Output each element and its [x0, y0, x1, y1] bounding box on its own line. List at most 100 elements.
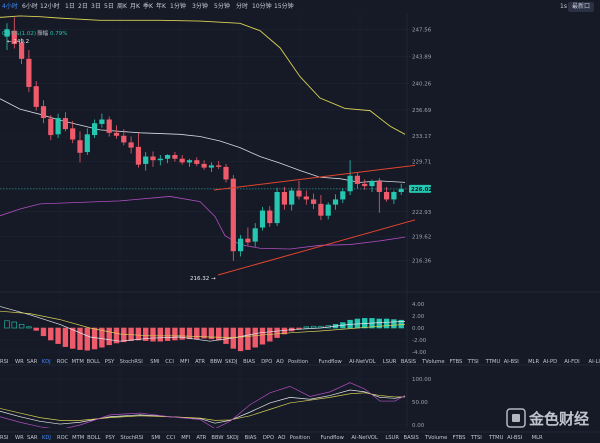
indicator-tab-mtm[interactable]: MTM: [72, 359, 84, 365]
indicator-tab-psy[interactable]: PSY: [105, 359, 115, 365]
indicator-tab-sar[interactable]: SAR: [27, 435, 38, 441]
indicator-tab-wr[interactable]: WR: [15, 359, 24, 365]
interval-1[interactable]: 4小时: [2, 3, 18, 10]
indicator-tab-ao[interactable]: AO: [276, 359, 284, 365]
indicator-tab-cci[interactable]: CCI: [165, 359, 174, 365]
candle[interactable]: [303, 190, 309, 205]
indicator-tab-sar[interactable]: SAR: [27, 359, 38, 365]
indicator-tab-skdj[interactable]: SKDJ: [226, 435, 239, 441]
candlestick-pane[interactable]: [0, 15, 436, 276]
candle[interactable]: [223, 163, 229, 183]
indicator-tab-lsur[interactable]: LSUR: [385, 435, 399, 441]
candle[interactable]: [252, 223, 258, 247]
indicator-tab-ai-li[interactable]: AI-LI: [589, 359, 600, 365]
candle[interactable]: [354, 172, 360, 189]
candle[interactable]: [143, 152, 149, 171]
candle[interactable]: [216, 160, 222, 170]
interval-5[interactable]: 2日: [78, 3, 88, 10]
indicator-tab-ftbs[interactable]: FTBS: [450, 359, 463, 365]
interval-9[interactable]: 月K: [130, 3, 140, 10]
candle[interactable]: [325, 202, 331, 220]
indicator-tab-stochrsi[interactable]: StochRSI: [120, 359, 144, 365]
candle[interactable]: [274, 187, 280, 227]
indicator-tab-ftbs[interactable]: FTBS: [453, 435, 466, 441]
candle[interactable]: [172, 152, 178, 162]
indicator-tab-ai-fdi[interactable]: AI-FDI: [564, 359, 580, 365]
kdj-pane[interactable]: [0, 378, 407, 430]
interval-2[interactable]: 6小时: [22, 3, 38, 10]
candle[interactable]: [128, 136, 134, 154]
indicator-tab-mlr[interactable]: MLR: [532, 435, 543, 441]
indicator-tab-dpo[interactable]: DPO: [261, 359, 272, 365]
indicator-tab-fundflow[interactable]: Fundflow: [321, 435, 345, 441]
indicator-tab-ai-netvol[interactable]: AI-NetVOL: [349, 359, 376, 365]
candle[interactable]: [4, 23, 10, 50]
candle[interactable]: [362, 179, 368, 190]
indicator-tab-ttsi[interactable]: TTSI: [467, 359, 480, 365]
candle[interactable]: [332, 194, 339, 210]
candle[interactable]: [135, 132, 141, 168]
indicator-tab-stochrsi[interactable]: StochRSI: [120, 435, 144, 441]
candle[interactable]: [19, 38, 25, 64]
candle[interactable]: [26, 49, 32, 93]
indicator-tab-fundflow[interactable]: Fundflow: [319, 359, 343, 365]
indicator-tab-mfi[interactable]: MFI: [181, 435, 190, 441]
interval-8[interactable]: 周K: [117, 3, 127, 10]
candle[interactable]: [267, 206, 273, 227]
indicator-tab-rsi[interactable]: RSI: [0, 359, 9, 365]
indicator-tab-kdj[interactable]: KDJ: [42, 359, 51, 365]
indicator-tab-cci[interactable]: CCI: [166, 435, 175, 441]
candle[interactable]: [186, 158, 193, 167]
indicator-tab-skdj[interactable]: SKDJ: [225, 359, 238, 365]
indicator-tab-kdj[interactable]: KDJ: [42, 435, 51, 441]
indicator-tab-mlr[interactable]: MLR: [528, 359, 539, 365]
candle[interactable]: [391, 190, 397, 204]
candle[interactable]: [33, 81, 39, 111]
indicator-tab-atr[interactable]: ATR: [196, 435, 206, 441]
candle[interactable]: [157, 155, 163, 166]
indicator-tab-atr[interactable]: ATR: [195, 359, 205, 365]
candle[interactable]: [201, 160, 207, 170]
interval-6[interactable]: 3日: [91, 3, 101, 10]
indicator-tab-tvolume[interactable]: TVolume: [424, 435, 447, 441]
indicator-tab-boll[interactable]: BOLL: [87, 359, 100, 365]
indicator-tab-bias[interactable]: BIAS: [245, 435, 257, 441]
candle[interactable]: [369, 179, 375, 193]
interval-16[interactable]: 10分钟: [252, 3, 272, 10]
candle[interactable]: [318, 194, 324, 221]
candle[interactable]: [281, 186, 287, 210]
candle[interactable]: [150, 151, 156, 167]
indicator-tab-smi[interactable]: SMI: [151, 435, 161, 441]
indicator-tab-bbw[interactable]: BBW: [211, 435, 223, 441]
candle[interactable]: [62, 112, 68, 132]
indicator-tab-lsur[interactable]: LSUR: [383, 359, 397, 365]
indicator-tab-ttmu[interactable]: TTMU: [488, 435, 504, 441]
indicator-tab-ai-bsi[interactable]: AI-BSI: [504, 359, 520, 365]
interval-13[interactable]: 3分钟: [192, 3, 208, 10]
indicator-tab-position[interactable]: Position: [290, 435, 310, 441]
candle[interactable]: [376, 177, 382, 213]
indicator-tab-ttsi[interactable]: TTSI: [470, 435, 483, 441]
candle[interactable]: [194, 157, 200, 167]
candle[interactable]: [259, 206, 266, 231]
candle[interactable]: [11, 17, 17, 49]
candle[interactable]: [165, 154, 171, 164]
resistance-trendline[interactable]: [213, 164, 426, 191]
indicator-tab-ai-bsi[interactable]: AI-BSI: [507, 435, 523, 441]
indicator-tab-smi[interactable]: SMI: [150, 359, 160, 365]
interval-11[interactable]: 年K: [156, 3, 166, 10]
candle[interactable]: [384, 186, 390, 202]
price-source-menu[interactable]: 最新口: [568, 2, 595, 12]
interval-14[interactable]: 5分钟: [214, 3, 230, 10]
candle[interactable]: [311, 193, 317, 210]
candle[interactable]: [48, 115, 54, 141]
candle[interactable]: [179, 155, 185, 165]
candle[interactable]: [398, 183, 404, 195]
candle[interactable]: [208, 162, 214, 173]
indicator-tab-mtm[interactable]: MTM: [72, 435, 84, 441]
candle[interactable]: [238, 234, 244, 257]
speed-toggle[interactable]: 1s: [560, 3, 567, 10]
indicator-tab-roc[interactable]: ROC: [57, 359, 69, 365]
indicator-tab-ai-pd[interactable]: AI-PD: [543, 359, 557, 365]
indicator-tab-ao[interactable]: AO: [278, 435, 286, 441]
